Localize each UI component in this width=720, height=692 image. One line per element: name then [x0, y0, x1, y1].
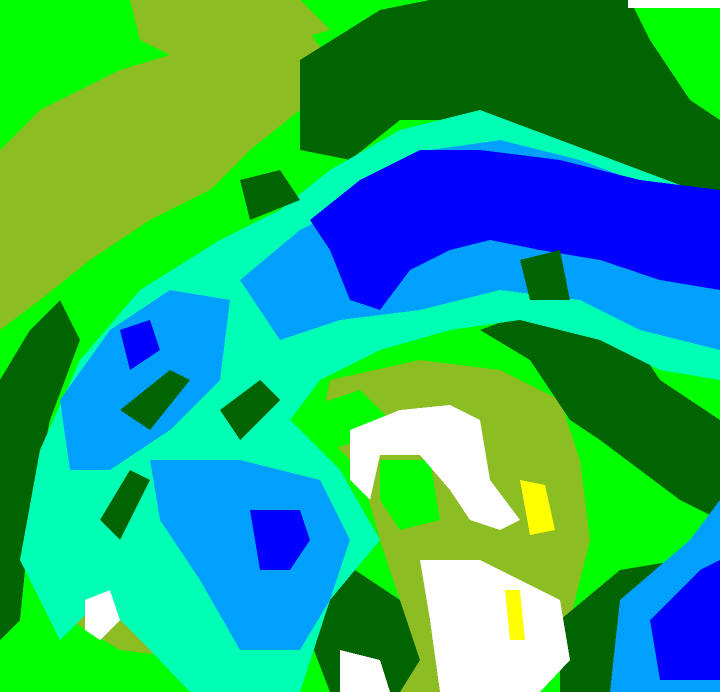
blue-region-south [250, 510, 310, 570]
white-region-center [350, 405, 520, 530]
dark-green-region-east [480, 300, 720, 520]
dark-green-streak-5 [520, 250, 570, 300]
dark-green-streak-4 [240, 170, 300, 220]
dark-green-region-north [300, 0, 720, 200]
dark-green-streak-3 [100, 470, 150, 540]
dark-green-streak-2 [220, 380, 280, 440]
white-region-south [420, 560, 570, 692]
dark-green-region-south [310, 560, 420, 692]
light-blue-region-west [60, 290, 230, 470]
white-corner-ne [628, 0, 720, 8]
blue-region-se [650, 560, 720, 680]
yellow-patch-1 [520, 480, 555, 535]
green-region-inner [380, 460, 440, 530]
dark-green-streak-1 [120, 370, 190, 430]
yellow-patch-2 [505, 590, 525, 640]
blue-region-west [120, 320, 160, 370]
white-region-bottom [340, 650, 390, 692]
blue-region-north [310, 150, 720, 310]
white-region-sw [85, 590, 120, 640]
light-blue-region-south [150, 460, 350, 650]
olive-region-nw [0, 20, 330, 330]
olive-region-north [130, 0, 330, 60]
